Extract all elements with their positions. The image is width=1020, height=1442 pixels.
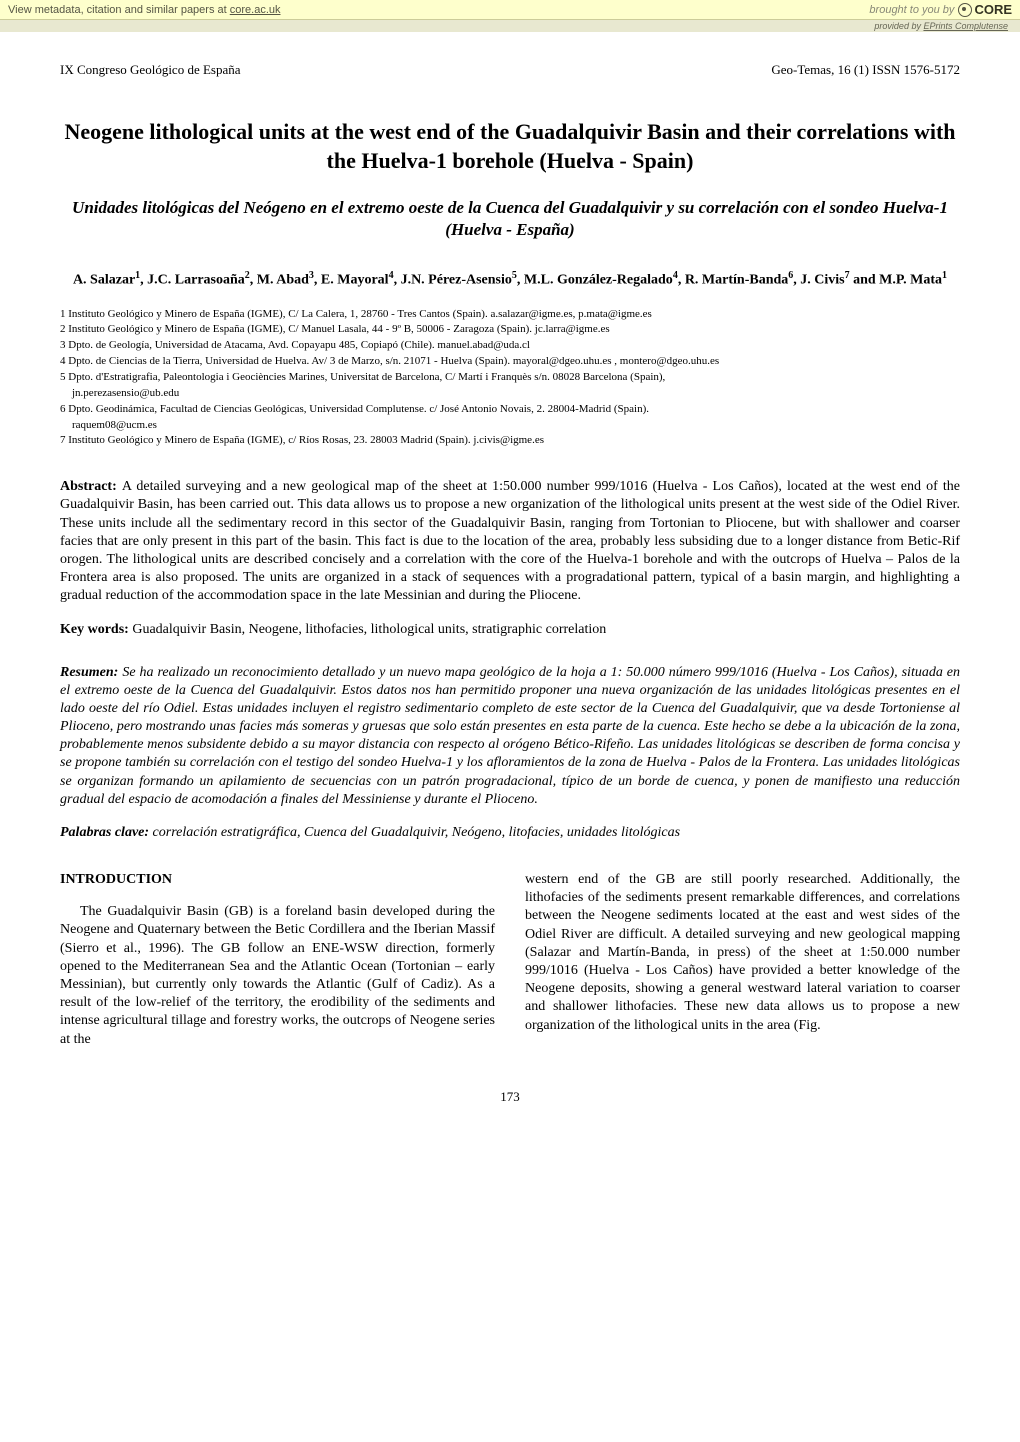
affiliation-line: raquem08@ucm.es [60, 418, 960, 433]
affiliation-line: 3 Dpto. de Geología, Universidad de Atac… [60, 338, 960, 353]
provided-by-bar: provided by EPrints Complutense [0, 20, 1020, 32]
page-content: IX Congreso Geológico de España Geo-Tema… [0, 32, 1020, 1135]
affiliation-line: 2 Instituto Geológico y Minero de España… [60, 322, 960, 337]
keywords-text: Guadalquivir Basin, Neogene, lithofacies… [132, 622, 606, 637]
section-heading-introduction: INTRODUCTION [60, 871, 495, 889]
abstract-text: A detailed surveying and a new geologica… [60, 479, 960, 603]
resumen-label: Resumen: [60, 665, 122, 680]
core-banner: View metadata, citation and similar pape… [0, 0, 1020, 20]
affiliations-block: 1 Instituto Geológico y Minero de España… [60, 307, 960, 449]
affiliation-line: 6 Dpto. Geodinámica, Facultad de Ciencia… [60, 402, 960, 417]
resumen-block: Resumen: Se ha realizado un reconocimien… [60, 664, 960, 810]
affiliation-line: 7 Instituto Geológico y Minero de España… [60, 433, 960, 448]
abstract-block: Abstract: A detailed surveying and a new… [60, 478, 960, 605]
core-logo-icon [958, 3, 972, 17]
core-logo[interactable]: CORE [958, 2, 1012, 17]
provided-by-prefix: provided by [874, 21, 923, 31]
body-columns: INTRODUCTION The Guadalquivir Basin (GB)… [60, 871, 960, 1049]
keywords-block: Key words: Guadalquivir Basin, Neogene, … [60, 622, 960, 638]
core-banner-left: View metadata, citation and similar pape… [8, 4, 281, 16]
keywords-label: Key words: [60, 622, 132, 637]
header-row: IX Congreso Geológico de España Geo-Tema… [60, 62, 960, 78]
header-right: Geo-Temas, 16 (1) ISSN 1576-5172 [771, 62, 960, 78]
header-left: IX Congreso Geológico de España [60, 62, 241, 78]
palabras-text: correlación estratigráfica, Cuenca del G… [153, 825, 681, 840]
brought-to-you-text: brought to you by [869, 4, 954, 16]
affiliation-line: jn.perezasensio@ub.edu [60, 386, 960, 401]
article-subtitle: Unidades litológicas del Neógeno en el e… [60, 197, 960, 241]
authors-list: A. Salazar1, J.C. Larrasoaña2, M. Abad3,… [60, 269, 960, 290]
resumen-text: Se ha realizado un reconocimiento detall… [60, 665, 960, 807]
palabras-label: Palabras clave: [60, 825, 153, 840]
body-paragraph-left: The Guadalquivir Basin (GB) is a forelan… [60, 903, 495, 1049]
affiliation-line: 1 Instituto Geológico y Minero de España… [60, 307, 960, 322]
affiliation-line: 4 Dpto. de Ciencias de la Tierra, Univer… [60, 354, 960, 369]
page-number: 173 [60, 1089, 960, 1105]
abstract-label: Abstract: [60, 479, 122, 494]
body-paragraph-right: western end of the GB are still poorly r… [525, 871, 960, 1035]
core-banner-right: brought to you by CORE [869, 2, 1012, 17]
affiliation-line: 5 Dpto. d'Estratigrafia, Paleontologia i… [60, 370, 960, 385]
core-logo-text: CORE [974, 2, 1012, 17]
core-link[interactable]: core.ac.uk [230, 4, 281, 16]
provided-by-link[interactable]: EPrints Complutense [923, 21, 1008, 31]
palabras-block: Palabras clave: correlación estratigráfi… [60, 825, 960, 841]
core-banner-text: View metadata, citation and similar pape… [8, 4, 230, 16]
article-title: Neogene lithological units at the west e… [60, 118, 960, 175]
